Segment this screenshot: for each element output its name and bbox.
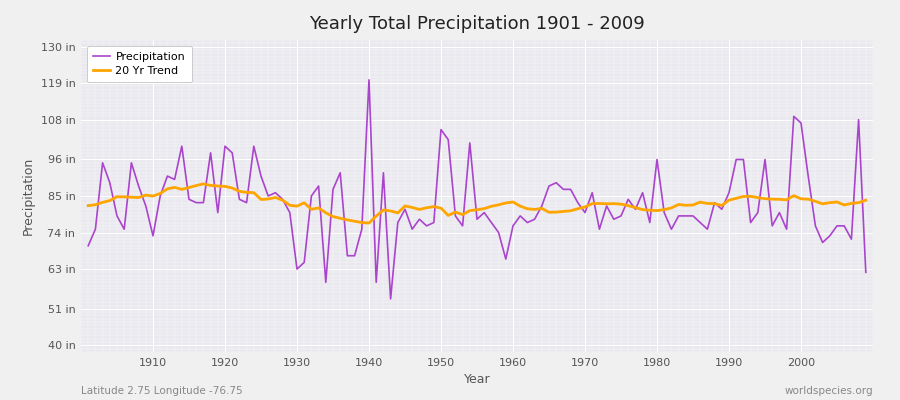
20 Yr Trend — [306, 207, 317, 212]
20 Yr Trend — [140, 193, 151, 198]
20 Yr Trend — [522, 206, 533, 211]
20 Yr Trend — [364, 221, 374, 226]
Legend: Precipitation, 20 Yr Trend: Precipitation, 20 Yr Trend — [86, 46, 192, 82]
Line: 20 Yr Trend: 20 Yr Trend — [88, 184, 866, 223]
X-axis label: Year: Year — [464, 373, 490, 386]
Precipitation — [364, 78, 374, 82]
20 Yr Trend — [349, 219, 360, 224]
Precipitation — [860, 270, 871, 275]
20 Yr Trend — [860, 198, 871, 203]
Precipitation — [515, 214, 526, 218]
Text: Latitude 2.75 Longitude -76.75: Latitude 2.75 Longitude -76.75 — [81, 386, 243, 396]
Precipitation — [299, 260, 310, 265]
Text: worldspecies.org: worldspecies.org — [785, 386, 873, 396]
Precipitation — [140, 204, 151, 208]
Line: Precipitation: Precipitation — [88, 80, 866, 299]
Precipitation — [608, 217, 619, 222]
Y-axis label: Precipitation: Precipitation — [22, 157, 35, 235]
Precipitation — [83, 243, 94, 248]
20 Yr Trend — [198, 182, 209, 186]
20 Yr Trend — [515, 204, 526, 208]
Precipitation — [522, 220, 533, 225]
20 Yr Trend — [608, 201, 619, 206]
Precipitation — [385, 296, 396, 301]
Title: Yearly Total Precipitation 1901 - 2009: Yearly Total Precipitation 1901 - 2009 — [309, 15, 645, 33]
Precipitation — [342, 253, 353, 258]
20 Yr Trend — [83, 203, 94, 208]
